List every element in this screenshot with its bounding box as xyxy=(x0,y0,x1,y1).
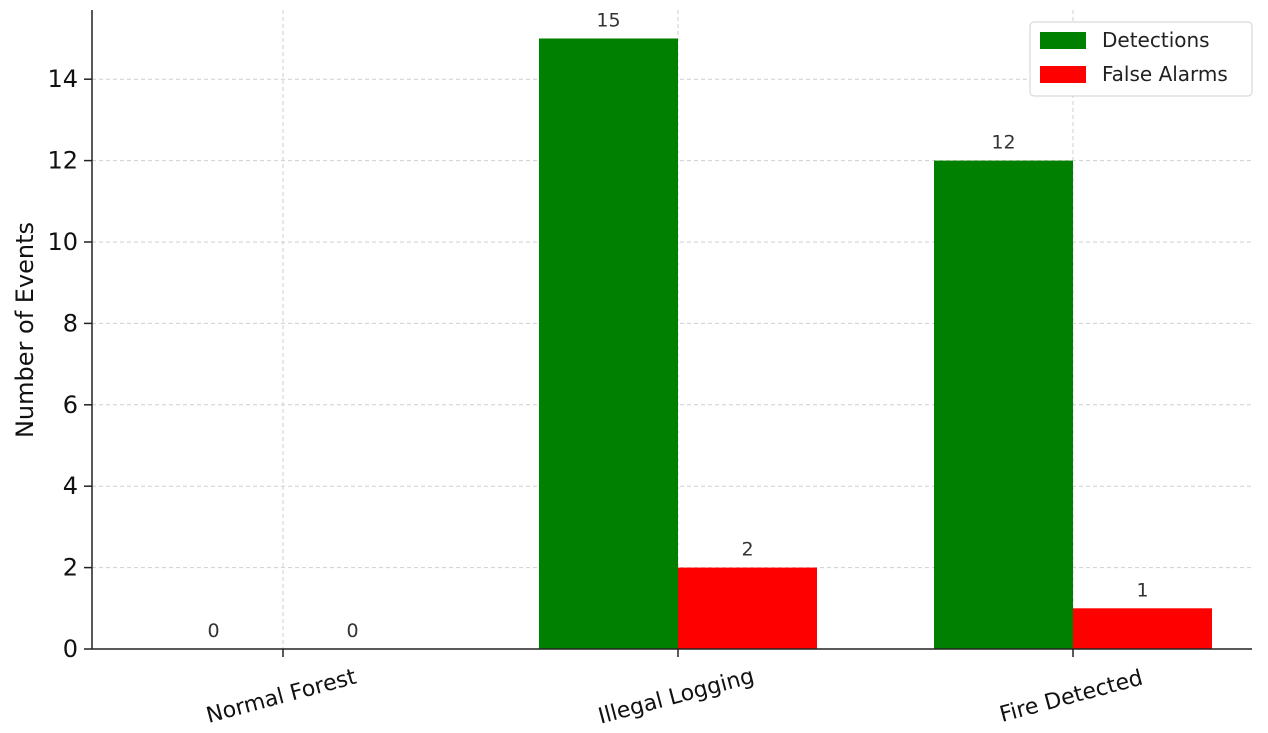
data-label-false-alarms-illegal-logging: 2 xyxy=(741,539,753,561)
legend-swatch-detections xyxy=(1040,32,1086,49)
bar-false-alarms-illegal-logging xyxy=(678,567,817,649)
bar-detections-fire-detected xyxy=(934,160,1073,650)
legend: Detections False Alarms xyxy=(1029,21,1253,97)
bar-detections-illegal-logging xyxy=(539,38,678,650)
data-label-detections-normal-forest: 0 xyxy=(207,620,219,642)
legend-label-false-alarms: False Alarms xyxy=(1102,62,1228,86)
legend-swatch-false-alarms xyxy=(1040,66,1086,83)
y-tick-label-0: 0 xyxy=(63,635,78,663)
axes xyxy=(84,10,1252,657)
data-label-false-alarms-fire-detected: 1 xyxy=(1136,579,1148,601)
x-tick-label-fire-detected: Fire Detected xyxy=(997,666,1146,728)
data-label-detections-illegal-logging: 15 xyxy=(596,9,620,31)
y-tick-label-12: 12 xyxy=(47,147,78,175)
y-tick-label-10: 10 xyxy=(47,228,78,256)
bars xyxy=(539,38,1212,650)
bar-false-alarms-fire-detected xyxy=(1073,608,1212,649)
x-category-labels: Normal Forest Illegal Logging Fire Detecte… xyxy=(204,664,1146,730)
data-label-false-alarms-normal-forest: 0 xyxy=(346,620,358,642)
y-tick-labels: 0 2 4 6 8 10 12 14 xyxy=(47,65,78,663)
y-tick-label-2: 2 xyxy=(63,554,78,582)
y-axis-title: Number of Events xyxy=(11,222,39,438)
data-labels: 0 0 15 2 12 1 xyxy=(207,9,1148,642)
y-tick-label-4: 4 xyxy=(63,472,78,500)
y-tick-label-6: 6 xyxy=(63,391,78,419)
legend-label-detections: Detections xyxy=(1102,28,1210,52)
x-tick-label-normal-forest: Normal Forest xyxy=(204,665,360,729)
y-tick-label-8: 8 xyxy=(63,309,78,337)
y-tick-label-14: 14 xyxy=(47,65,78,93)
data-label-detections-fire-detected: 12 xyxy=(991,132,1015,154)
x-tick-label-illegal-logging: Illegal Logging xyxy=(596,664,757,730)
